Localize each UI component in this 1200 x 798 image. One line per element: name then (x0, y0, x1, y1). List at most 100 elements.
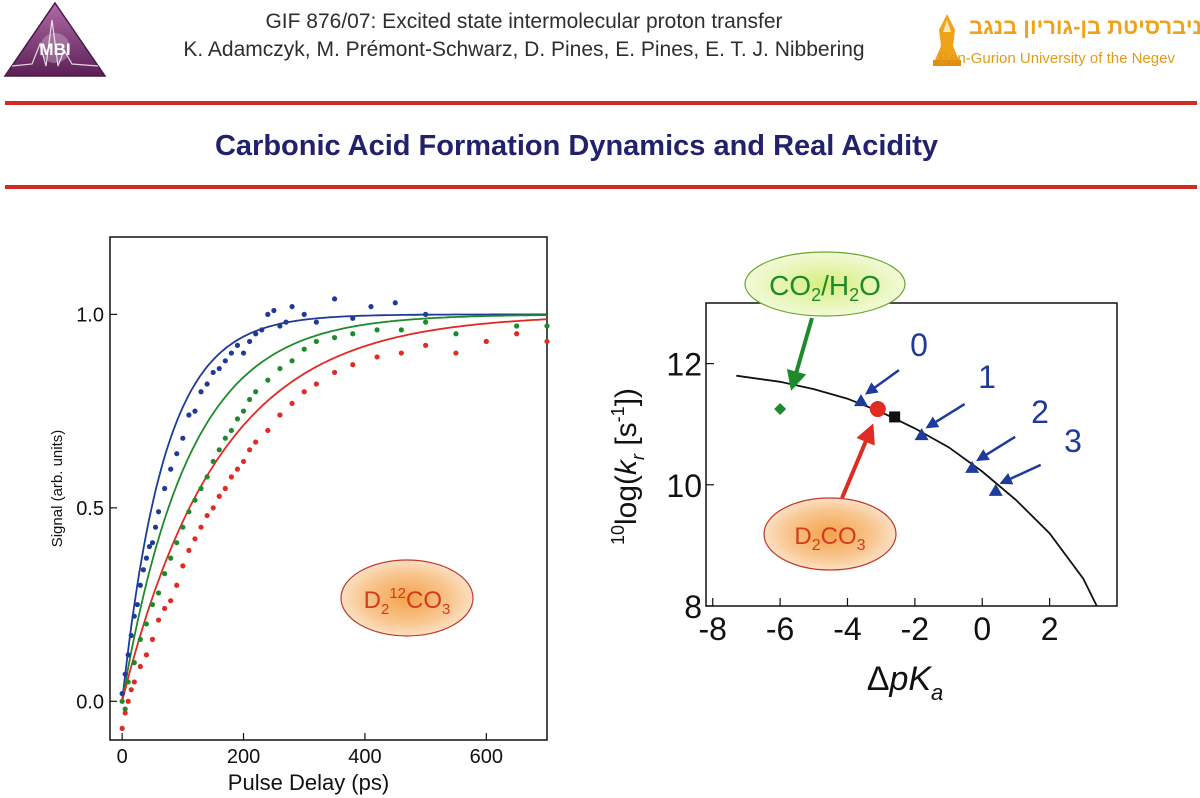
annotation-ellipse (340, 559, 474, 637)
arrow-naphthol-3 (999, 463, 1042, 485)
data-point-fast (149, 540, 156, 546)
data-point-fast (253, 331, 259, 337)
data-point-medium (350, 331, 356, 337)
fit-curve-slow (121, 318, 548, 702)
number-label-1: 1 (978, 359, 996, 395)
data-point-medium (149, 601, 156, 608)
d2co3-ellipse (763, 497, 897, 571)
x-axis-label: Pulse Delay (ps) (228, 770, 389, 795)
header-line-1: GIF 876/07: Excited state intermolecular… (265, 10, 783, 33)
data-point-medium (234, 416, 241, 422)
data-point-medium (289, 358, 295, 364)
data-point-medium (180, 524, 186, 530)
fit-curve-medium (121, 314, 547, 702)
data-point-slow (374, 354, 380, 360)
x-tick-label: 400 (348, 746, 381, 768)
data-point-fast (350, 315, 356, 321)
data-point-medium (192, 497, 198, 503)
data-point-slow (453, 350, 459, 356)
data-point-medium (125, 679, 131, 685)
x-tick-label: 2 (1041, 611, 1059, 647)
data-point-medium (216, 447, 222, 453)
data-point-medium (168, 555, 174, 561)
plot-frame (705, 302, 1118, 607)
x-tick-label: 600 (470, 746, 503, 768)
data-point-slow (423, 342, 429, 348)
data-point-medium (228, 427, 234, 434)
data-point-medium (222, 435, 228, 441)
data-point-fast (301, 311, 307, 317)
data-point-fast (283, 319, 289, 325)
data-point-medium (174, 540, 180, 546)
data-point-medium (331, 335, 338, 341)
data-point-naphthol-0 (853, 394, 868, 407)
y-axis-label: 10log(kr [s-1]) (608, 388, 648, 545)
data-point-slow (234, 466, 241, 472)
data-point-fast (125, 652, 131, 658)
data-point-naphthol-3 (988, 483, 1003, 496)
data-point-fast (210, 369, 216, 376)
data-point-slow (222, 485, 228, 492)
data-point-medium (398, 327, 404, 333)
data-point-medium (313, 338, 319, 345)
annotation-text: D212CO3 (364, 585, 451, 618)
data-point-fast (331, 296, 338, 302)
signal-vs-delay-chart: 0 200 400 600 0.0 0.5 1.0 Pulse Delay (ps) Signa… (49, 236, 550, 795)
data-point-slow (125, 698, 131, 704)
bgu-hebrew-name: אוניברסיטת בן-גוריון בנגב (969, 14, 1200, 39)
data-point-fast (392, 300, 398, 306)
data-point-slow (331, 369, 338, 376)
data-point-slow (301, 389, 307, 395)
page-title: Carbonic Acid Formation Dynamics and Rea… (214, 130, 938, 162)
data-point-medium (544, 323, 550, 329)
data-point-medium (198, 485, 204, 492)
x-tick-label: 200 (227, 746, 260, 768)
y-tick-label: 8 (684, 589, 702, 625)
data-point-naphthol-2 (965, 460, 980, 473)
arrow-naphthol-2 (976, 435, 1016, 462)
data-point-fast (368, 304, 374, 310)
data-point-fast (134, 601, 140, 608)
data-point-slow (240, 458, 247, 465)
data-point-fast (216, 365, 222, 372)
bottom-rule (5, 185, 1197, 189)
data-point-slow (313, 381, 319, 387)
arrow-naphthol-0 (864, 369, 900, 395)
plot-frame (109, 236, 548, 741)
data-point-fast (198, 389, 204, 395)
x-tick-label: -2 (901, 611, 929, 647)
bgu-emblem-icon (933, 14, 961, 66)
d2co3-text: D2CO3 (794, 523, 865, 554)
data-point-slow (149, 636, 156, 643)
data-point-medium (246, 396, 253, 403)
data-point-fast (174, 451, 180, 457)
x-tick-label: -6 (766, 611, 794, 647)
data-point-co2 (774, 403, 787, 416)
data-point-medium (186, 509, 192, 515)
data-point-slow (228, 474, 234, 480)
data-point-slow (350, 362, 356, 368)
x-tick-label: 0 (117, 746, 128, 768)
data-point-slow (210, 505, 216, 511)
data-point-slow (204, 512, 210, 519)
data-point-slow (122, 710, 128, 716)
data-point-fast (146, 543, 153, 550)
mbi-logo-text: MBI (39, 40, 70, 59)
data-point-medium (277, 365, 283, 372)
data-point-fast (186, 412, 192, 418)
data-point-slow (216, 493, 222, 499)
data-point-medium (137, 636, 143, 643)
data-point-slow (128, 687, 134, 693)
co2-h2o-text: CO2/H2O (769, 270, 881, 305)
data-point-medium (119, 698, 125, 704)
data-point-fast (155, 509, 162, 515)
data-point-fast (131, 613, 137, 619)
data-point-fast (265, 311, 271, 317)
d2co3-callout: D2CO3 (763, 497, 897, 571)
data-point-fast (137, 582, 143, 588)
data-point-fast (152, 524, 159, 530)
data-point-slow (289, 400, 295, 406)
x-axis-label: ΔpKa (867, 660, 944, 705)
x-tick-label: 0 (973, 611, 991, 647)
co2-h2o-ellipse (744, 251, 906, 317)
